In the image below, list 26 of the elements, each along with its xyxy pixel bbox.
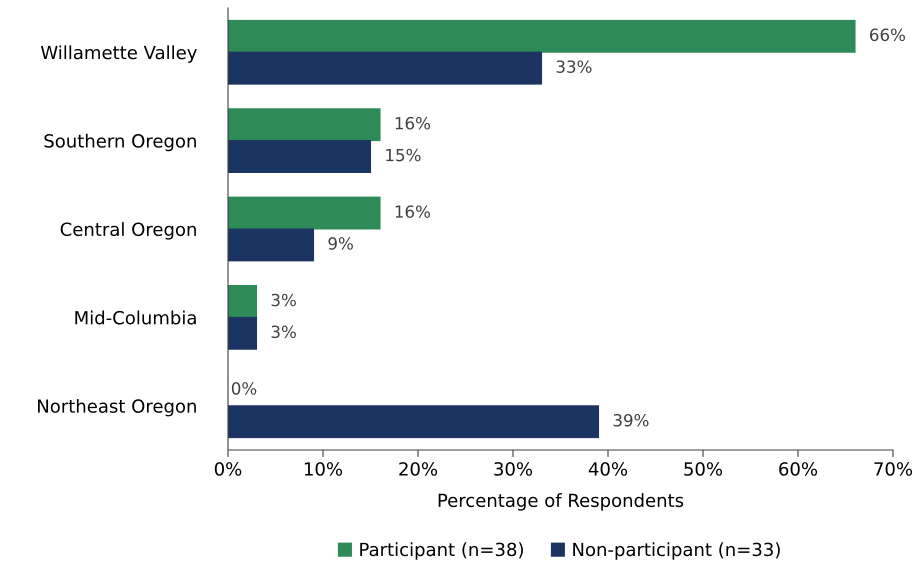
data-label: 3% <box>272 294 296 306</box>
y-tick-label: Central Oregon <box>60 222 196 240</box>
y-tick-label: Willamette Valley <box>40 45 197 63</box>
x-axis-title: Percentage of Respondents <box>438 493 684 511</box>
y-tick-label: Northeast Oregon <box>38 398 196 416</box>
legend-label: Non-participant (n=33) <box>573 542 780 560</box>
x-tick-label: 10% <box>304 462 342 476</box>
data-label: 39% <box>614 414 649 427</box>
data-label: 3% <box>272 326 296 338</box>
data-label: 16% <box>396 116 430 130</box>
x-tick-label: 40% <box>588 462 628 476</box>
x-tick-label: 0% <box>214 462 242 476</box>
x-tick-label: 60% <box>779 462 818 476</box>
data-label: 0% <box>232 382 256 395</box>
data-label: 16% <box>396 205 430 218</box>
x-tick-label: 20% <box>399 462 438 476</box>
x-tick-label: 30% <box>494 462 532 476</box>
legend-label: Participant (n=38) <box>360 542 523 560</box>
data-label: 33% <box>556 60 592 73</box>
data-label: 9% <box>328 237 353 250</box>
y-tick-label: Southern Oregon <box>44 134 196 152</box>
data-label: 66% <box>870 28 906 42</box>
y-tick-label: Mid-Columbia <box>75 310 196 325</box>
data-label: 15% <box>386 148 421 162</box>
x-tick-label: 50% <box>684 462 722 476</box>
x-tick-label: 70% <box>874 462 912 476</box>
